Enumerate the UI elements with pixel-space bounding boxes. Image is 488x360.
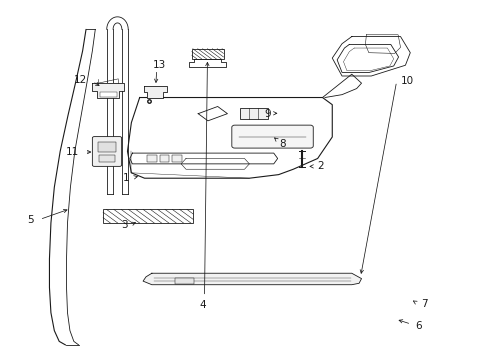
Polygon shape [92,83,124,98]
Bar [172,155,182,162]
Text: 13: 13 [152,59,165,69]
Bar [99,155,115,162]
Bar [175,278,193,284]
Text: 5: 5 [27,215,34,225]
Bar [103,210,193,223]
Text: 10: 10 [400,76,413,86]
Bar [239,108,267,119]
Text: 9: 9 [264,109,271,119]
Text: 8: 8 [279,139,285,149]
Bar [100,92,117,97]
Text: 6: 6 [414,321,421,331]
FancyBboxPatch shape [92,136,122,166]
Polygon shape [143,86,166,98]
Polygon shape [143,273,361,285]
Text: 4: 4 [199,300,206,310]
FancyBboxPatch shape [231,125,313,148]
Text: 11: 11 [65,147,79,157]
Text: 12: 12 [74,75,87,85]
Bar [147,155,157,162]
Text: 1: 1 [123,173,130,183]
Text: 7: 7 [420,299,427,309]
Bar [159,155,169,162]
Bar [191,49,223,59]
Bar [98,141,116,152]
Text: 3: 3 [121,220,127,230]
Text: 2: 2 [317,161,324,171]
